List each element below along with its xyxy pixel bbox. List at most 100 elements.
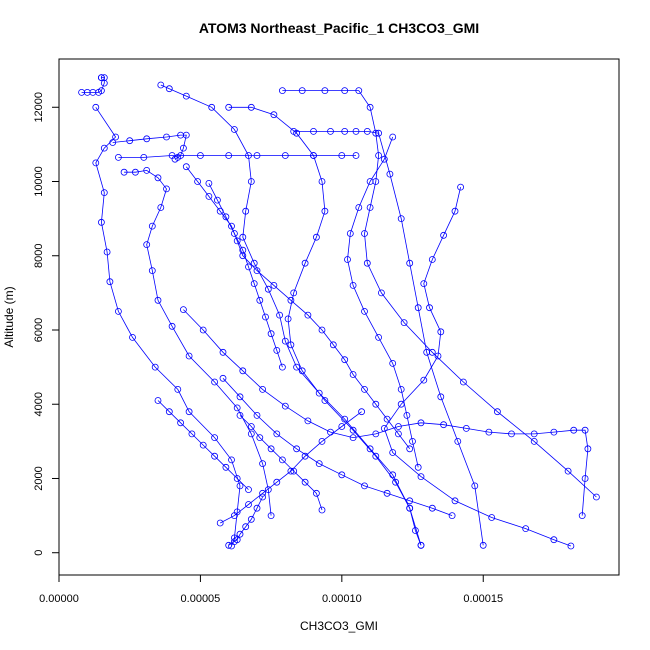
series-line	[220, 411, 362, 524]
data-point	[154, 397, 162, 404]
data-point	[157, 204, 165, 211]
data-point	[129, 333, 136, 341]
data-point	[233, 404, 241, 412]
data-point	[154, 174, 162, 182]
data-point	[182, 131, 190, 139]
data-point	[253, 267, 261, 275]
data-point	[298, 87, 306, 94]
data-point	[219, 348, 227, 356]
data-point	[423, 348, 431, 356]
series-line	[95, 107, 241, 547]
data-point	[363, 259, 371, 267]
data-point	[228, 222, 235, 230]
data-point	[92, 103, 100, 111]
data-point	[242, 207, 250, 215]
x-tick-label: 0.00015	[463, 593, 503, 605]
data-point	[242, 523, 250, 531]
data-point	[417, 473, 425, 481]
data-point	[530, 437, 538, 445]
data-point	[358, 408, 366, 416]
data-point	[174, 385, 182, 393]
data-point	[406, 259, 414, 267]
data-point	[400, 319, 408, 327]
data-point	[298, 367, 306, 375]
data-point	[109, 139, 117, 146]
data-point	[318, 326, 326, 334]
data-point	[106, 278, 114, 286]
data-point	[361, 385, 368, 393]
data-point	[493, 408, 501, 416]
data-point	[188, 430, 196, 438]
data-point	[349, 281, 357, 289]
data-point	[115, 153, 122, 161]
data-point	[420, 280, 428, 288]
data-point	[157, 81, 165, 89]
data-point	[372, 452, 380, 460]
data-point	[264, 285, 272, 293]
data-point	[264, 486, 272, 494]
data-point	[361, 482, 368, 490]
data-point	[344, 256, 351, 263]
data-point	[383, 489, 391, 497]
data-point	[301, 452, 309, 460]
data-point	[273, 430, 281, 438]
data-point	[406, 497, 414, 505]
data-point	[428, 348, 436, 356]
data-point	[154, 296, 162, 304]
plot-frame	[58, 58, 620, 576]
data-point	[301, 259, 309, 267]
x-tick-label: 0.00010	[322, 593, 362, 605]
data-point	[267, 445, 275, 453]
data-point	[312, 233, 320, 241]
data-point	[459, 378, 467, 386]
data-point	[397, 215, 405, 223]
data-point	[570, 426, 578, 434]
data-point	[211, 452, 219, 460]
data-point	[341, 356, 349, 364]
data-point	[581, 426, 589, 434]
data-point	[485, 428, 493, 436]
data-point	[372, 400, 380, 408]
data-point	[165, 408, 173, 416]
data-point	[377, 289, 385, 297]
data-point	[290, 289, 298, 297]
series-line	[157, 400, 249, 490]
data-point	[287, 341, 295, 349]
series-line	[347, 136, 419, 468]
data-point	[245, 501, 252, 508]
data-point	[584, 445, 592, 453]
data-point	[148, 222, 156, 230]
data-point	[100, 74, 108, 81]
data-point	[522, 525, 530, 532]
series-12	[182, 163, 414, 453]
data-point	[247, 103, 255, 111]
data-point	[341, 415, 349, 423]
series-4	[115, 152, 360, 161]
data-point	[256, 296, 264, 304]
series-2	[78, 74, 108, 96]
data-point	[233, 475, 241, 482]
data-point	[259, 385, 267, 393]
data-point	[236, 411, 244, 419]
data-point	[310, 127, 317, 135]
data-point	[126, 137, 134, 145]
y-tick-label: 6000	[33, 318, 45, 342]
data-point	[253, 152, 261, 159]
data-point	[276, 311, 284, 319]
data-point	[454, 437, 462, 445]
data-point	[148, 267, 156, 275]
series-line	[185, 166, 411, 450]
data-point	[304, 417, 312, 425]
data-point	[211, 434, 219, 442]
series-line	[239, 415, 323, 511]
data-point	[120, 168, 128, 176]
data-point	[151, 363, 159, 371]
data-point	[222, 463, 230, 471]
data-point	[567, 542, 575, 550]
series-6	[157, 81, 425, 549]
data-point	[247, 178, 255, 185]
data-point	[225, 152, 233, 159]
data-point	[386, 170, 394, 178]
data-point	[239, 233, 247, 241]
data-point	[304, 311, 312, 319]
